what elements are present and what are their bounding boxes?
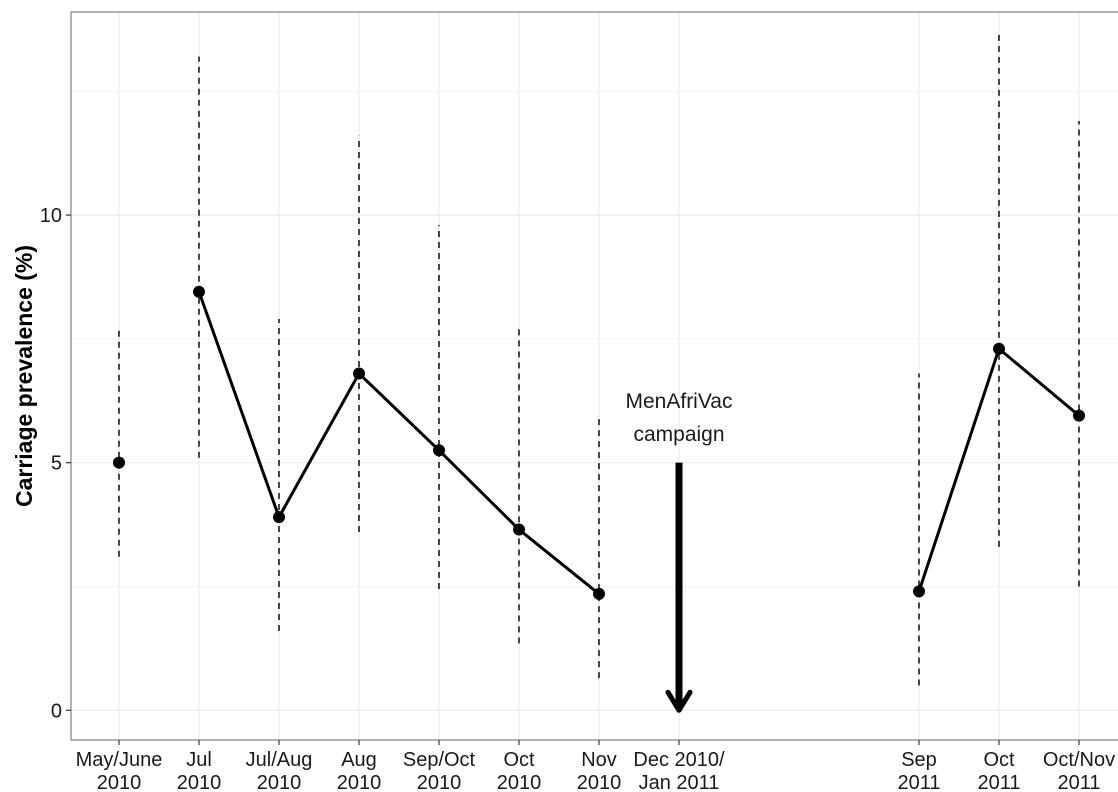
x-tick-label-line1: May/June [76, 749, 163, 771]
errorbar-layer [118, 31, 1080, 686]
annotation-layer: MenAfriVac campaign [626, 390, 733, 713]
annotation-line-2: campaign [633, 423, 724, 446]
point-layer [113, 285, 1085, 600]
data-point [993, 342, 1005, 355]
y-tick-label: 5 [51, 453, 62, 475]
y-tick-label: 0 [51, 700, 62, 722]
y-axis-title: Carriage prevalence (%) [11, 245, 37, 507]
data-point [913, 585, 925, 598]
panel-border [70, 11, 1118, 741]
x-tick-label-line1: Oct [503, 749, 535, 771]
campaign-arrow-head [665, 689, 693, 713]
y-axis: 0 5 10 [40, 205, 71, 722]
data-point [593, 587, 605, 600]
x-tick-label-line2: 2010 [577, 772, 622, 792]
data-point [273, 511, 285, 524]
x-axis: May/June2010Jul2010Jul/Aug2010Aug2010Sep… [76, 740, 1115, 792]
x-tick-label-line1: Oct/Nov [1043, 749, 1115, 771]
data-point [1073, 409, 1085, 422]
annotation-line-1: MenAfriVac [626, 390, 733, 413]
data-point [433, 444, 445, 457]
x-tick-label-line2: 2011 [897, 772, 940, 792]
x-tick-label-line2: 2011 [1057, 772, 1100, 792]
x-tick-label-line2: 2010 [417, 772, 462, 792]
x-tick-label-line2: 2010 [497, 772, 542, 792]
x-tick-label-line1: Oct [983, 749, 1015, 771]
data-point [353, 367, 365, 380]
x-tick-label-line2: 2010 [257, 772, 302, 792]
x-tick-label-line1: Sep/Oct [403, 749, 476, 771]
x-tick-label-line1: Jul [186, 749, 212, 771]
y-tick-label: 10 [40, 205, 62, 227]
x-tick-label-line1: Aug [341, 749, 377, 771]
x-tick-label-line2: 2010 [177, 772, 222, 792]
data-point [193, 285, 205, 298]
data-point [513, 523, 525, 536]
x-tick-label-line1: Dec 2010/ [633, 749, 725, 771]
x-tick-label-line2: 2010 [97, 772, 142, 792]
x-tick-label-line1: Jul/Aug [246, 749, 313, 771]
series-line [197, 291, 600, 596]
x-tick-label-line2: 2010 [337, 772, 382, 792]
x-tick-label-line1: Nov [581, 749, 617, 771]
data-point [113, 456, 125, 469]
x-tick-label-line1: Sep [901, 749, 937, 771]
x-tick-label-line2: 2011 [977, 772, 1020, 792]
x-tick-label-line2: Jan 2011 [639, 772, 720, 792]
